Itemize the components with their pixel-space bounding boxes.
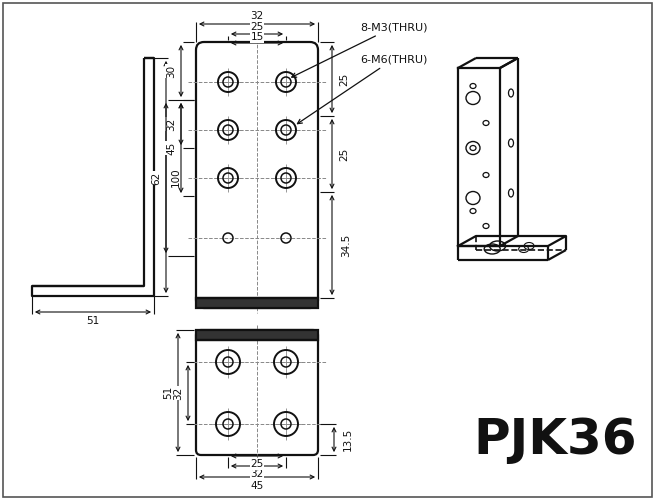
Text: 6-M6(THRU): 6-M6(THRU) xyxy=(297,54,427,124)
Text: 100: 100 xyxy=(171,167,181,187)
Text: 8-M3(THRU): 8-M3(THRU) xyxy=(291,22,428,77)
FancyBboxPatch shape xyxy=(196,42,318,308)
FancyBboxPatch shape xyxy=(196,330,318,455)
Text: 25: 25 xyxy=(339,72,349,86)
Text: PJK36: PJK36 xyxy=(474,416,637,464)
Bar xyxy=(196,330,318,340)
Text: 51: 51 xyxy=(86,316,100,326)
Text: 13.5: 13.5 xyxy=(343,428,353,451)
Text: 32: 32 xyxy=(250,469,263,479)
Text: 62: 62 xyxy=(151,172,161,184)
Text: 51: 51 xyxy=(163,386,173,399)
Text: 15: 15 xyxy=(250,32,263,42)
Text: 25: 25 xyxy=(339,148,349,160)
Text: 30: 30 xyxy=(166,64,176,78)
Text: 45: 45 xyxy=(250,481,263,491)
Text: 32: 32 xyxy=(173,386,183,400)
Text: 32: 32 xyxy=(166,118,176,130)
Text: 25: 25 xyxy=(250,459,263,469)
Text: 45: 45 xyxy=(166,142,176,154)
Bar xyxy=(196,298,318,308)
Text: 32: 32 xyxy=(250,11,263,21)
Text: 34.5: 34.5 xyxy=(341,234,351,256)
Text: 25: 25 xyxy=(250,22,263,32)
